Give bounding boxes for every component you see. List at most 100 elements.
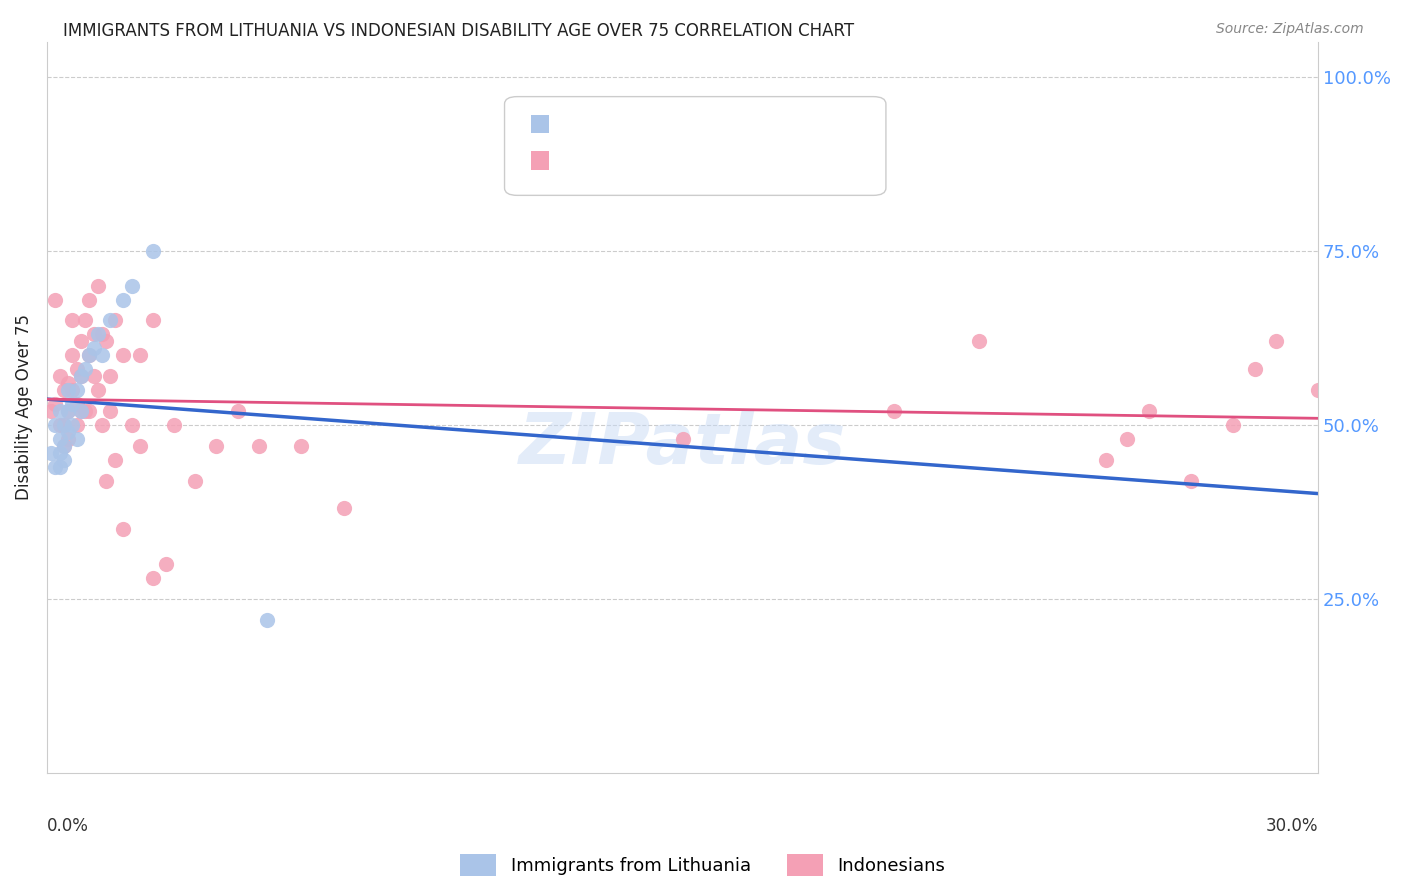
Point — [1264, 334, 1286, 349]
Point — [96, 334, 118, 349]
Point — [44, 397, 66, 411]
Point — [112, 348, 135, 362]
Point — [163, 417, 186, 432]
Point — [77, 293, 100, 307]
Point — [52, 452, 75, 467]
Point — [155, 558, 177, 572]
Point — [73, 362, 96, 376]
Point — [129, 348, 152, 362]
Point — [1222, 417, 1244, 432]
Point — [48, 459, 70, 474]
Point — [69, 369, 91, 384]
Point — [96, 474, 118, 488]
Point — [142, 571, 165, 585]
Point — [60, 383, 83, 397]
Point — [184, 474, 207, 488]
Point — [91, 348, 114, 362]
Point — [129, 439, 152, 453]
Point — [226, 404, 249, 418]
Point — [142, 244, 165, 258]
Point — [332, 501, 354, 516]
Point — [1308, 383, 1330, 397]
Point — [77, 348, 100, 362]
Point — [100, 369, 122, 384]
Point — [48, 417, 70, 432]
Point — [52, 417, 75, 432]
Point — [65, 383, 87, 397]
Point — [69, 334, 91, 349]
Text: ZIPatlas: ZIPatlas — [519, 409, 846, 478]
Point — [52, 439, 75, 453]
Point — [121, 417, 143, 432]
Point — [60, 313, 83, 327]
Point — [48, 404, 70, 418]
Point — [73, 404, 96, 418]
Point — [290, 439, 312, 453]
Point — [100, 313, 122, 327]
Text: 30.0%: 30.0% — [1265, 817, 1319, 835]
Point — [48, 446, 70, 460]
Text: R =    0.618   N = 29: R = 0.618 N = 29 — [558, 115, 768, 133]
Point — [52, 417, 75, 432]
Point — [87, 327, 110, 342]
Point — [56, 425, 79, 439]
Bar — [531, 115, 548, 133]
Point — [65, 362, 87, 376]
Point — [73, 313, 96, 327]
Point — [56, 376, 79, 390]
Point — [1180, 474, 1202, 488]
Point — [48, 432, 70, 446]
Point — [205, 439, 228, 453]
Point — [1137, 404, 1160, 418]
Text: 0.0%: 0.0% — [46, 817, 89, 835]
Point — [87, 383, 110, 397]
Point — [104, 452, 127, 467]
Point — [65, 417, 87, 432]
Point — [52, 383, 75, 397]
Point — [112, 293, 135, 307]
Point — [60, 397, 83, 411]
Point — [247, 439, 270, 453]
Legend: Immigrants from Lithuania, Indonesians: Immigrants from Lithuania, Indonesians — [453, 847, 953, 883]
Point — [44, 293, 66, 307]
Point — [83, 341, 105, 355]
Text: Source: ZipAtlas.com: Source: ZipAtlas.com — [1216, 22, 1364, 37]
Point — [967, 334, 990, 349]
Point — [883, 404, 905, 418]
Point — [83, 369, 105, 384]
Point — [1243, 362, 1265, 376]
Point — [77, 348, 100, 362]
Point — [83, 327, 105, 342]
Point — [39, 404, 62, 418]
Point — [60, 417, 83, 432]
Point — [56, 432, 79, 446]
Point — [1095, 452, 1118, 467]
Point — [44, 417, 66, 432]
Point — [91, 417, 114, 432]
Text: IMMIGRANTS FROM LITHUANIA VS INDONESIAN DISABILITY AGE OVER 75 CORRELATION CHART: IMMIGRANTS FROM LITHUANIA VS INDONESIAN … — [63, 22, 855, 40]
Point — [69, 404, 91, 418]
Text: R = -0.06   N = 63: R = -0.06 N = 63 — [558, 152, 738, 169]
Point — [65, 397, 87, 411]
Point — [256, 613, 278, 627]
Bar — [531, 152, 548, 169]
Point — [100, 404, 122, 418]
Point — [1116, 432, 1139, 446]
Point — [60, 348, 83, 362]
Point — [39, 446, 62, 460]
Point — [44, 459, 66, 474]
Point — [69, 404, 91, 418]
Point — [121, 278, 143, 293]
Point — [52, 439, 75, 453]
Point — [104, 313, 127, 327]
FancyBboxPatch shape — [505, 96, 886, 195]
Point — [65, 432, 87, 446]
Y-axis label: Disability Age Over 75: Disability Age Over 75 — [15, 315, 32, 500]
Point — [48, 369, 70, 384]
Point — [56, 404, 79, 418]
Point — [69, 369, 91, 384]
Point — [671, 432, 693, 446]
Point — [112, 522, 135, 536]
Point — [56, 383, 79, 397]
Point — [77, 404, 100, 418]
